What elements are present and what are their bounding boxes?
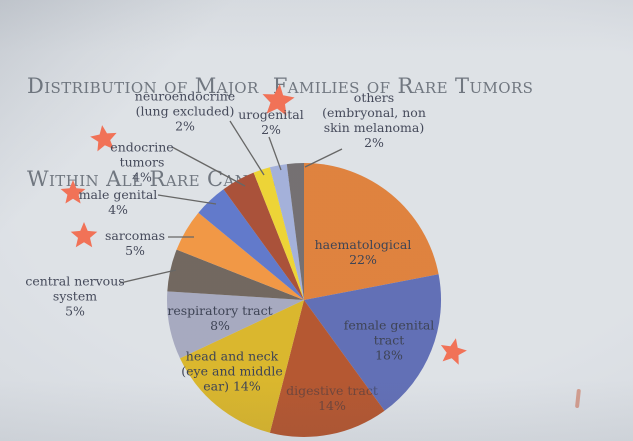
pie-slice-haematological: [304, 163, 439, 300]
slice-label-head-and-neck: head and neck (eye and middle ear) 14%: [181, 348, 283, 394]
leader-line: [304, 148, 343, 168]
pie-slice-respiratory-tract: [167, 291, 304, 359]
callout-sarcomas: sarcomas 5%: [104, 228, 166, 258]
leader-line: [157, 194, 217, 205]
callout-endocrine-tumors: endocrine tumors 4%: [110, 139, 174, 185]
pie-slice-neuroendocrine: [253, 167, 304, 300]
slice-label-digestive-tract: digestive tract 14%: [286, 383, 378, 413]
star-icon: [60, 180, 86, 204]
leader-line: [268, 136, 282, 171]
pie-slice-sarcomas: [176, 212, 304, 300]
star-icon: [90, 125, 117, 152]
pie-slice-female-genital-tract: [304, 274, 442, 411]
callout-central-nervous-system: central nervous system 5%: [25, 273, 125, 319]
pie-slice-endocrine-tumors: [223, 172, 304, 300]
leader-line: [119, 269, 177, 284]
pie-slice-male-genital: [198, 189, 304, 300]
callout-neuroendocrine: neuroendocrine (lung excluded) 2%: [134, 88, 236, 134]
pie-slice-head-and-neck: [180, 300, 304, 433]
callout-others: others (embryonal, non skin melanoma) 2%: [322, 90, 426, 150]
star-icon: [262, 84, 295, 116]
slice-label-female-genital-tract: female genital tract 18%: [343, 317, 435, 363]
callout-male-genital: male genital 4%: [78, 187, 158, 217]
slice-label-haematological: haematological 22%: [314, 237, 412, 267]
star-icon: [440, 338, 467, 365]
slide-title-line1: Distribution of Major Families of Rare T…: [27, 74, 534, 98]
callout-urogenital: urogenital 2%: [238, 107, 304, 137]
leader-line: [171, 146, 246, 187]
pie-slice-central-nervous-system: [167, 249, 304, 300]
pie-slice-urogenital: [269, 164, 304, 300]
leader-line: [229, 120, 265, 176]
red-mark: [575, 389, 581, 408]
slice-label-respiratory-tract: respiratory tract 8%: [167, 303, 273, 333]
star-icon: [70, 222, 98, 248]
pie-slice-others: [286, 163, 304, 300]
pie-slice-digestive-tract: [269, 300, 385, 437]
